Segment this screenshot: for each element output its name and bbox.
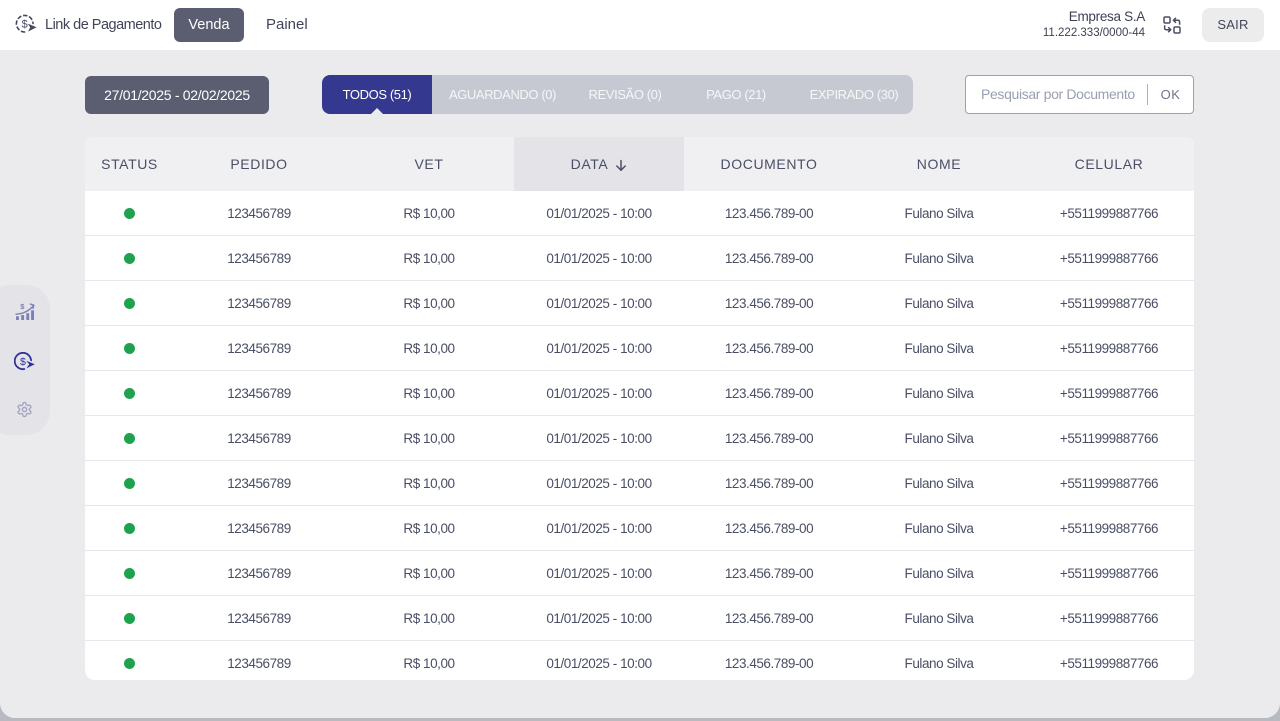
svg-text:$: $ xyxy=(20,302,25,311)
svg-text:$: $ xyxy=(20,355,26,367)
svg-text:$: $ xyxy=(22,19,28,31)
